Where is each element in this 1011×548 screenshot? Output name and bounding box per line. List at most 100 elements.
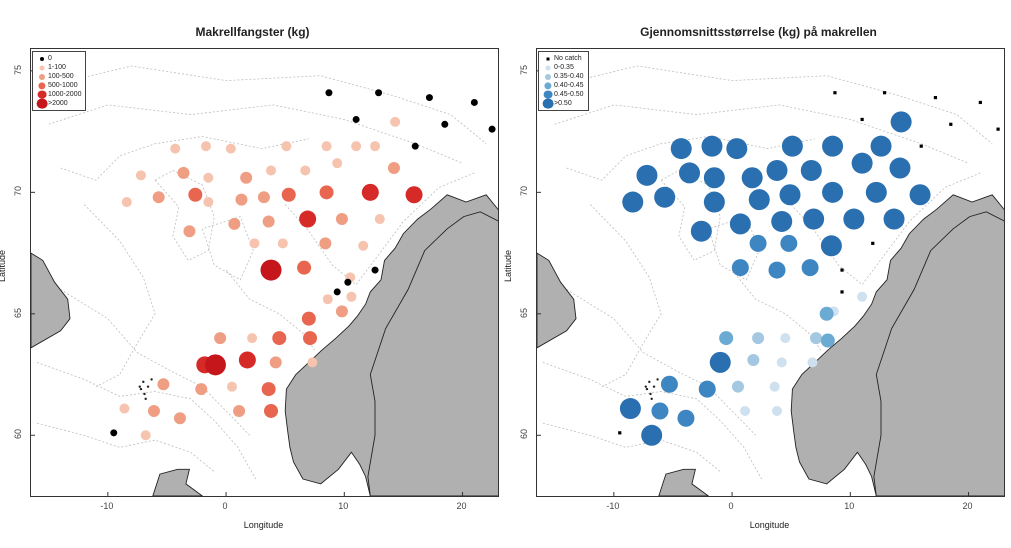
size-station-point <box>698 380 716 398</box>
x-axis-title: Longitude <box>749 520 790 530</box>
depth-contour <box>542 422 721 473</box>
size-station-point <box>768 261 786 279</box>
no-catch-station <box>871 241 875 245</box>
size-station-point <box>766 159 788 181</box>
catch-station-point <box>119 403 130 414</box>
x-tick-label: 10 <box>844 501 855 511</box>
catch-station-point <box>228 217 241 230</box>
legend-label: 0 <box>48 55 52 62</box>
x-axis-title: Longitude <box>243 520 284 530</box>
depth-contour <box>554 104 969 164</box>
y-tick-label: 60 <box>519 429 529 440</box>
catch-station-point <box>110 429 118 437</box>
legend-symbol <box>542 54 554 63</box>
legend-entry: 0-0.35 <box>542 63 584 72</box>
catch-station-point <box>335 305 348 318</box>
depth-contour <box>566 65 993 145</box>
sweden-land <box>367 211 498 496</box>
catch-station-point <box>240 171 253 184</box>
catch-station-point <box>387 162 400 175</box>
catch-station-point <box>266 165 277 176</box>
size-station-point <box>857 291 868 302</box>
catch-station-point <box>140 430 151 441</box>
catch-legend: 0 1-100 100-500 500-1000 1000-2000 >2000 <box>32 51 87 111</box>
size-station-point <box>731 380 744 393</box>
x-tick-label: 20 <box>456 501 467 511</box>
catch-station-point <box>346 291 357 302</box>
size-station-point <box>909 184 931 206</box>
catch-station-point <box>319 185 334 200</box>
catch-station-point <box>183 225 196 238</box>
size-station-point <box>800 159 822 181</box>
catch-station-point <box>152 191 165 204</box>
depth-contour <box>225 269 316 351</box>
y-tick-label: 65 <box>13 307 23 318</box>
catch-station-point <box>188 187 203 202</box>
catch-map-svg <box>31 65 498 496</box>
legend-entry: 1000-2000 <box>36 90 81 99</box>
catch-station-point <box>303 331 318 346</box>
legend-entry: 500-1000 <box>36 81 81 90</box>
legend-label: 0.45-0.50 <box>554 91 584 98</box>
scotland-land <box>152 468 204 496</box>
no-catch-station <box>860 117 864 122</box>
size-station-point <box>703 191 725 213</box>
size-map-svg <box>537 65 1004 496</box>
size-station-point <box>822 181 844 203</box>
catch-station-point <box>257 191 270 204</box>
depth-contour <box>566 289 756 436</box>
catch-station-point <box>203 197 214 208</box>
catch-station-point <box>375 89 383 97</box>
depth-contour <box>202 216 254 281</box>
faroe-island <box>645 387 649 391</box>
faroe-island <box>652 385 656 388</box>
legend-label: 0-0.35 <box>554 64 574 71</box>
faroe-island <box>139 387 143 391</box>
catch-station-point <box>411 142 419 150</box>
catch-station-point <box>277 238 288 249</box>
depth-contour <box>60 65 487 145</box>
faroe-island <box>648 380 651 384</box>
catch-station-point <box>441 120 449 128</box>
catch-station-point <box>374 214 385 225</box>
size-station-point <box>703 167 725 189</box>
depth-contour <box>731 269 822 351</box>
no-catch-station <box>996 127 1000 131</box>
catch-station-point <box>195 383 208 396</box>
no-catch-station <box>618 431 622 435</box>
catch-station-point <box>307 357 318 368</box>
catch-station-point <box>238 351 256 369</box>
size-station-point <box>883 208 905 230</box>
legend-symbol <box>36 54 48 63</box>
size-station-point <box>752 332 765 345</box>
size-station-point <box>619 398 641 420</box>
x-tick-label: -10 <box>100 501 114 511</box>
depth-contour <box>154 170 215 261</box>
catch-station-point <box>261 382 276 397</box>
legend-entry: 0.40-0.45 <box>542 81 584 90</box>
depth-contour <box>83 204 156 388</box>
y-axis-title: Latitude <box>0 249 7 283</box>
catch-station-point <box>200 141 211 152</box>
faroe-island <box>656 378 659 381</box>
legend-entry: 0.45-0.50 <box>542 90 584 99</box>
greenland-land <box>537 252 577 349</box>
catch-station-point <box>319 237 332 250</box>
legend-symbol <box>542 63 554 72</box>
legend-symbol <box>36 81 48 90</box>
legend-label: 500-1000 <box>48 82 78 89</box>
faroe-island <box>650 397 653 401</box>
catch-station-point <box>358 240 369 251</box>
catch-station-point <box>351 141 362 152</box>
x-tick-label: 0 <box>222 501 228 511</box>
size-station-point <box>747 353 760 366</box>
legend-symbol <box>542 81 554 90</box>
size-map-plot <box>536 48 1005 497</box>
depth-contour <box>36 362 256 480</box>
size-station-point <box>741 167 763 189</box>
size-station-point <box>748 189 770 211</box>
catch-station-point <box>322 294 333 305</box>
legend-label: 0.35-0.40 <box>554 73 584 80</box>
catch-station-point <box>173 412 186 425</box>
legend-entry: 100-500 <box>36 72 81 81</box>
